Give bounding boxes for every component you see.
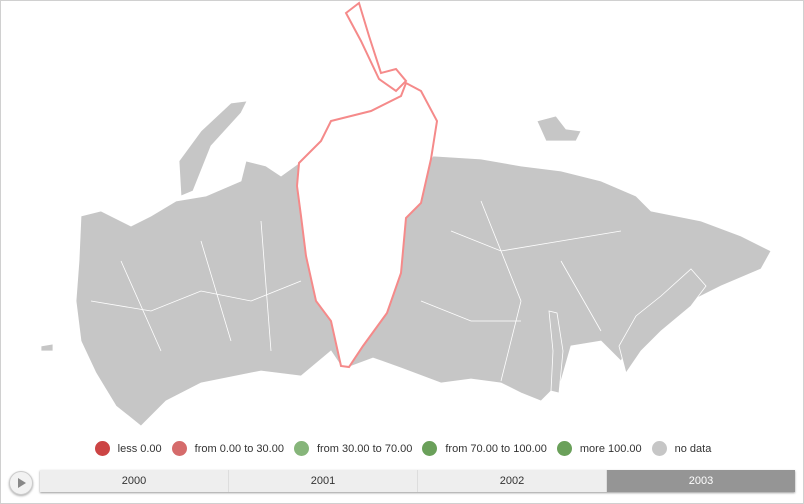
legend-item[interactable]: no data xyxy=(651,441,712,456)
highlighted-region-krasnoyarsk[interactable] xyxy=(295,1,439,369)
legend-item[interactable]: from 0.00 to 30.00 xyxy=(171,441,284,456)
legend-swatch xyxy=(171,441,187,456)
region-islands[interactable] xyxy=(536,115,582,142)
region-novaya-zemlya[interactable] xyxy=(178,100,248,197)
region-kamchatka[interactable] xyxy=(618,268,707,374)
legend-label: less 0.00 xyxy=(117,442,162,455)
legend: less 0.00 from 0.00 to 30.00 from 30.00 to… xyxy=(1,441,803,456)
timeline: 2000 2001 2002 2003 xyxy=(9,470,795,495)
legend-swatch xyxy=(556,441,572,456)
legend-swatch xyxy=(94,441,110,456)
legend-label: from 0.00 to 30.00 xyxy=(194,442,284,455)
legend-item[interactable]: from 30.00 to 70.00 xyxy=(293,441,413,456)
legend-item[interactable]: more 100.00 xyxy=(556,441,642,456)
legend-swatch xyxy=(651,441,667,456)
timeline-year-2000[interactable]: 2000 xyxy=(40,470,229,492)
region-kaliningrad[interactable] xyxy=(40,343,54,352)
timeline-year-2003[interactable]: 2003 xyxy=(607,470,795,492)
legend-swatch xyxy=(293,441,309,456)
legend-swatch xyxy=(422,441,438,456)
timeline-year-2001[interactable]: 2001 xyxy=(229,470,418,492)
legend-label: from 70.00 to 100.00 xyxy=(445,442,547,455)
legend-label: no data xyxy=(674,442,712,455)
map-canvas xyxy=(40,1,772,427)
region-sakhalin[interactable] xyxy=(548,310,564,394)
legend-label: more 100.00 xyxy=(579,442,642,455)
legend-label: from 30.00 to 70.00 xyxy=(316,442,413,455)
play-button[interactable] xyxy=(9,471,33,495)
timeline-year-2002[interactable]: 2002 xyxy=(418,470,607,492)
legend-item[interactable]: less 0.00 xyxy=(94,441,162,456)
legend-item[interactable]: from 70.00 to 100.00 xyxy=(422,441,547,456)
timeline-bar: 2000 2001 2002 2003 xyxy=(40,470,795,492)
